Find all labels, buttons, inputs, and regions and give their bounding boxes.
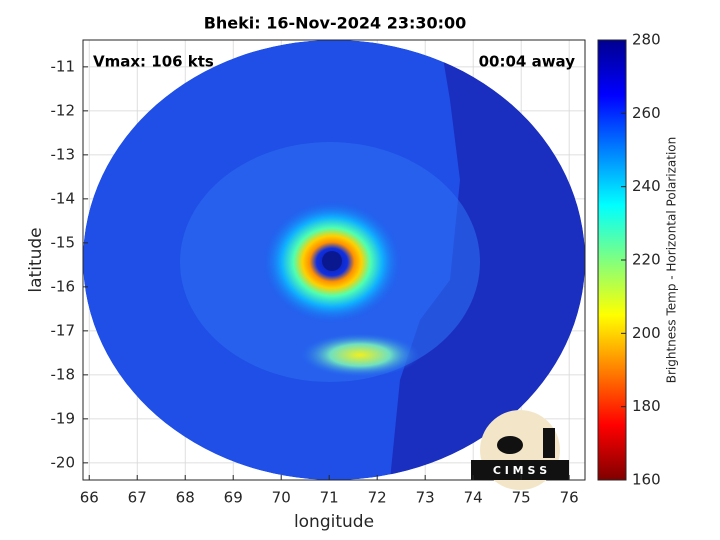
- dry-region: [390, 40, 585, 480]
- annotation: Vmax: 106 kts: [93, 53, 214, 71]
- y-axis-label: latitude: [26, 227, 46, 292]
- axes-box: [82, 39, 586, 481]
- x-tick-label: 71: [320, 489, 339, 507]
- x-tick-label: 75: [512, 489, 531, 507]
- y-tick-label: -14: [51, 189, 76, 207]
- colorbar-tick-label: 180: [632, 397, 661, 415]
- y-tick-label: -11: [51, 57, 76, 75]
- y-tick-label: -12: [51, 101, 76, 119]
- colorbar-tick-label: 260: [632, 104, 661, 122]
- logo-text: C I M S S: [493, 464, 547, 477]
- x-tick-label: 72: [368, 489, 387, 507]
- x-tick-label: 76: [560, 489, 579, 507]
- colorbar-tick-label: 200: [632, 324, 661, 342]
- y-tick-label: -18: [51, 365, 76, 383]
- rain-band: [300, 333, 420, 377]
- colorbar-tick-label: 220: [632, 251, 661, 269]
- logo-tower: [543, 428, 555, 458]
- y-tick-label: -17: [51, 321, 76, 339]
- annotation: 00:04 away: [479, 53, 576, 71]
- y-tick-label: -19: [51, 409, 76, 427]
- colorbar-label: Brightness Temp - Horizontal Polarizatio…: [665, 137, 679, 384]
- x-tick-label: 69: [224, 489, 243, 507]
- x-tick-label: 74: [464, 489, 483, 507]
- x-tick-label: 68: [176, 489, 195, 507]
- colorbar-tick-label: 160: [632, 471, 661, 489]
- logo-bar: [471, 460, 569, 480]
- x-tick-label: 67: [128, 489, 147, 507]
- y-tick-label: -15: [51, 233, 76, 251]
- y-tick-label: -16: [51, 277, 76, 295]
- chart-title: Bheki: 16-Nov-2024 23:30:00: [204, 14, 467, 33]
- colorbar-tick-label: 280: [632, 31, 661, 49]
- logo: C I M S S: [471, 410, 569, 490]
- x-axis-label: longitude: [294, 512, 374, 532]
- x-tick-label: 73: [416, 489, 435, 507]
- y-tick-label: -20: [51, 453, 76, 471]
- logo-dish: [497, 436, 523, 454]
- brightness-image: [83, 40, 585, 480]
- eye: [322, 251, 342, 271]
- x-tick-label: 66: [80, 489, 99, 507]
- x-tick-label: 70: [272, 489, 291, 507]
- y-tick-label: -13: [51, 145, 76, 163]
- colorbar-tick-label: 240: [632, 177, 661, 195]
